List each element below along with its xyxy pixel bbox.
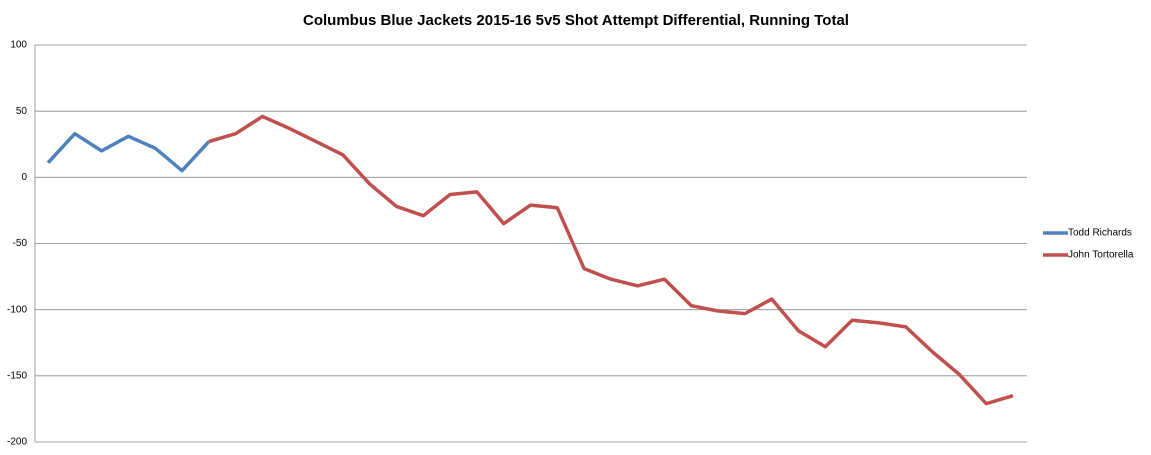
- y-tick-label: 100: [10, 40, 27, 51]
- legend-label: John Tortorella: [1068, 250, 1134, 261]
- legend-label: Todd Richards: [1068, 228, 1132, 239]
- y-tick-label: -200: [7, 437, 27, 448]
- y-tick-label: -100: [7, 304, 27, 315]
- y-tick-label: -50: [13, 238, 28, 249]
- series-line: [208, 114, 1014, 406]
- chart-title: Columbus Blue Jackets 2015-16 5v5 Shot A…: [303, 12, 849, 29]
- series-line: [46, 131, 211, 173]
- y-tick-label: 0: [21, 172, 27, 183]
- y-tick-label: 50: [16, 106, 28, 117]
- y-tick-label: -150: [7, 370, 27, 381]
